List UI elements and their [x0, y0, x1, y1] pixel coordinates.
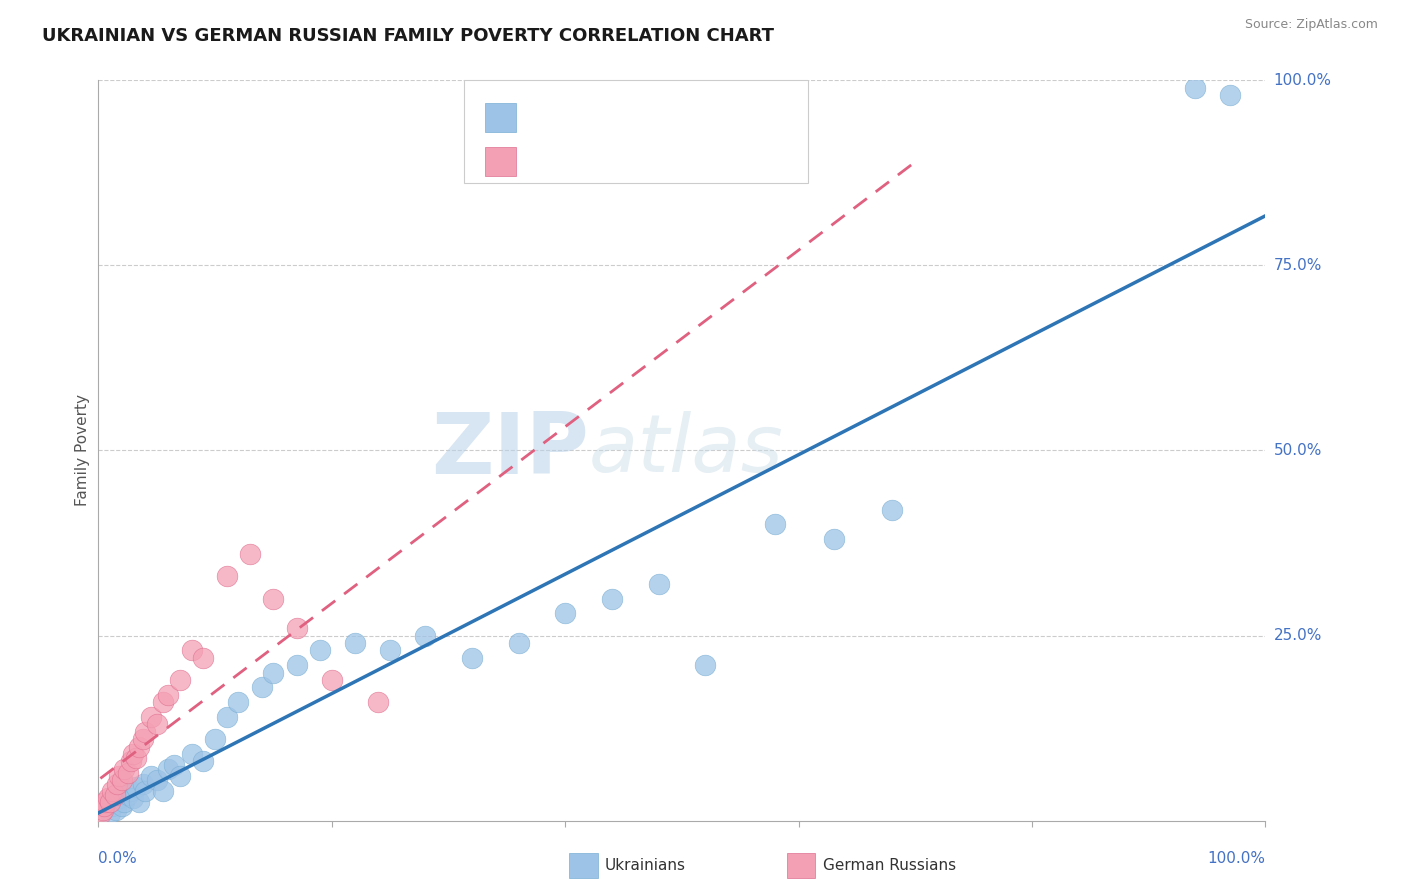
- Point: [120, 784, 142, 798]
- Point: [647, 576, 669, 591]
- Point: [98, 806, 121, 821]
- Point: [380, 643, 402, 657]
- Point: [321, 673, 343, 687]
- Point: [125, 780, 148, 795]
- Point: [152, 784, 174, 798]
- Point: [695, 658, 717, 673]
- Point: [309, 643, 332, 657]
- Point: [180, 643, 202, 657]
- Point: [128, 795, 150, 809]
- Point: [508, 636, 530, 650]
- Point: [122, 791, 145, 805]
- Point: [367, 695, 389, 709]
- Point: [122, 747, 145, 761]
- Text: 50.0%: 50.0%: [1274, 443, 1322, 458]
- Text: UKRAINIAN VS GERMAN RUSSIAN FAMILY POVERTY CORRELATION CHART: UKRAINIAN VS GERMAN RUSSIAN FAMILY POVER…: [42, 27, 775, 45]
- Text: R =  0.531    N = 32: R = 0.531 N = 32: [527, 153, 724, 170]
- Text: 75.0%: 75.0%: [1274, 258, 1322, 273]
- Text: 0.0%: 0.0%: [98, 851, 138, 866]
- Point: [97, 791, 120, 805]
- Point: [880, 502, 903, 516]
- Point: [108, 769, 131, 783]
- Point: [104, 788, 127, 802]
- Text: R =  0.866    N = 42: R = 0.866 N = 42: [527, 109, 724, 127]
- Text: 100.0%: 100.0%: [1274, 73, 1331, 87]
- Point: [1219, 88, 1241, 103]
- Point: [169, 673, 191, 687]
- Point: [108, 791, 131, 805]
- Point: [157, 688, 180, 702]
- Point: [1184, 80, 1206, 95]
- Point: [117, 765, 139, 780]
- Text: 25.0%: 25.0%: [1274, 628, 1322, 643]
- Point: [134, 724, 156, 739]
- Point: [146, 772, 169, 787]
- Text: German Russians: German Russians: [823, 858, 956, 872]
- Point: [104, 803, 127, 817]
- Point: [128, 739, 150, 754]
- Point: [111, 772, 134, 787]
- Point: [250, 681, 273, 695]
- Point: [285, 621, 308, 635]
- Point: [132, 776, 155, 791]
- Point: [111, 798, 134, 813]
- Point: [152, 695, 174, 709]
- Point: [101, 798, 124, 813]
- Text: Source: ZipAtlas.com: Source: ZipAtlas.com: [1244, 18, 1378, 31]
- Point: [461, 650, 484, 665]
- Point: [193, 650, 215, 665]
- Point: [139, 769, 162, 783]
- Point: [120, 755, 142, 769]
- Point: [132, 732, 155, 747]
- Point: [90, 806, 112, 821]
- Point: [554, 607, 576, 621]
- Point: [262, 591, 284, 606]
- Point: [413, 628, 436, 642]
- Point: [344, 636, 367, 650]
- Point: [215, 569, 238, 583]
- Point: [112, 762, 135, 776]
- Point: [163, 758, 186, 772]
- Text: 100.0%: 100.0%: [1208, 851, 1265, 866]
- Text: ZIP: ZIP: [430, 409, 589, 492]
- Point: [823, 533, 845, 547]
- Point: [285, 658, 308, 673]
- Point: [105, 776, 128, 791]
- Y-axis label: Family Poverty: Family Poverty: [75, 394, 90, 507]
- Point: [600, 591, 623, 606]
- Point: [193, 755, 215, 769]
- Point: [262, 665, 284, 680]
- Text: atlas: atlas: [589, 411, 783, 490]
- Point: [94, 795, 117, 809]
- Point: [146, 717, 169, 731]
- Point: [101, 784, 124, 798]
- Point: [134, 784, 156, 798]
- Point: [139, 710, 162, 724]
- Point: [169, 769, 191, 783]
- Point: [204, 732, 226, 747]
- Text: Ukrainians: Ukrainians: [605, 858, 686, 872]
- Point: [112, 795, 135, 809]
- Point: [215, 710, 238, 724]
- Point: [117, 788, 139, 802]
- Point: [93, 798, 115, 813]
- Point: [157, 762, 180, 776]
- Point: [91, 803, 114, 817]
- Point: [228, 695, 250, 709]
- Point: [239, 547, 262, 561]
- Point: [125, 750, 148, 764]
- Point: [180, 747, 202, 761]
- Point: [763, 517, 786, 532]
- Point: [98, 795, 121, 809]
